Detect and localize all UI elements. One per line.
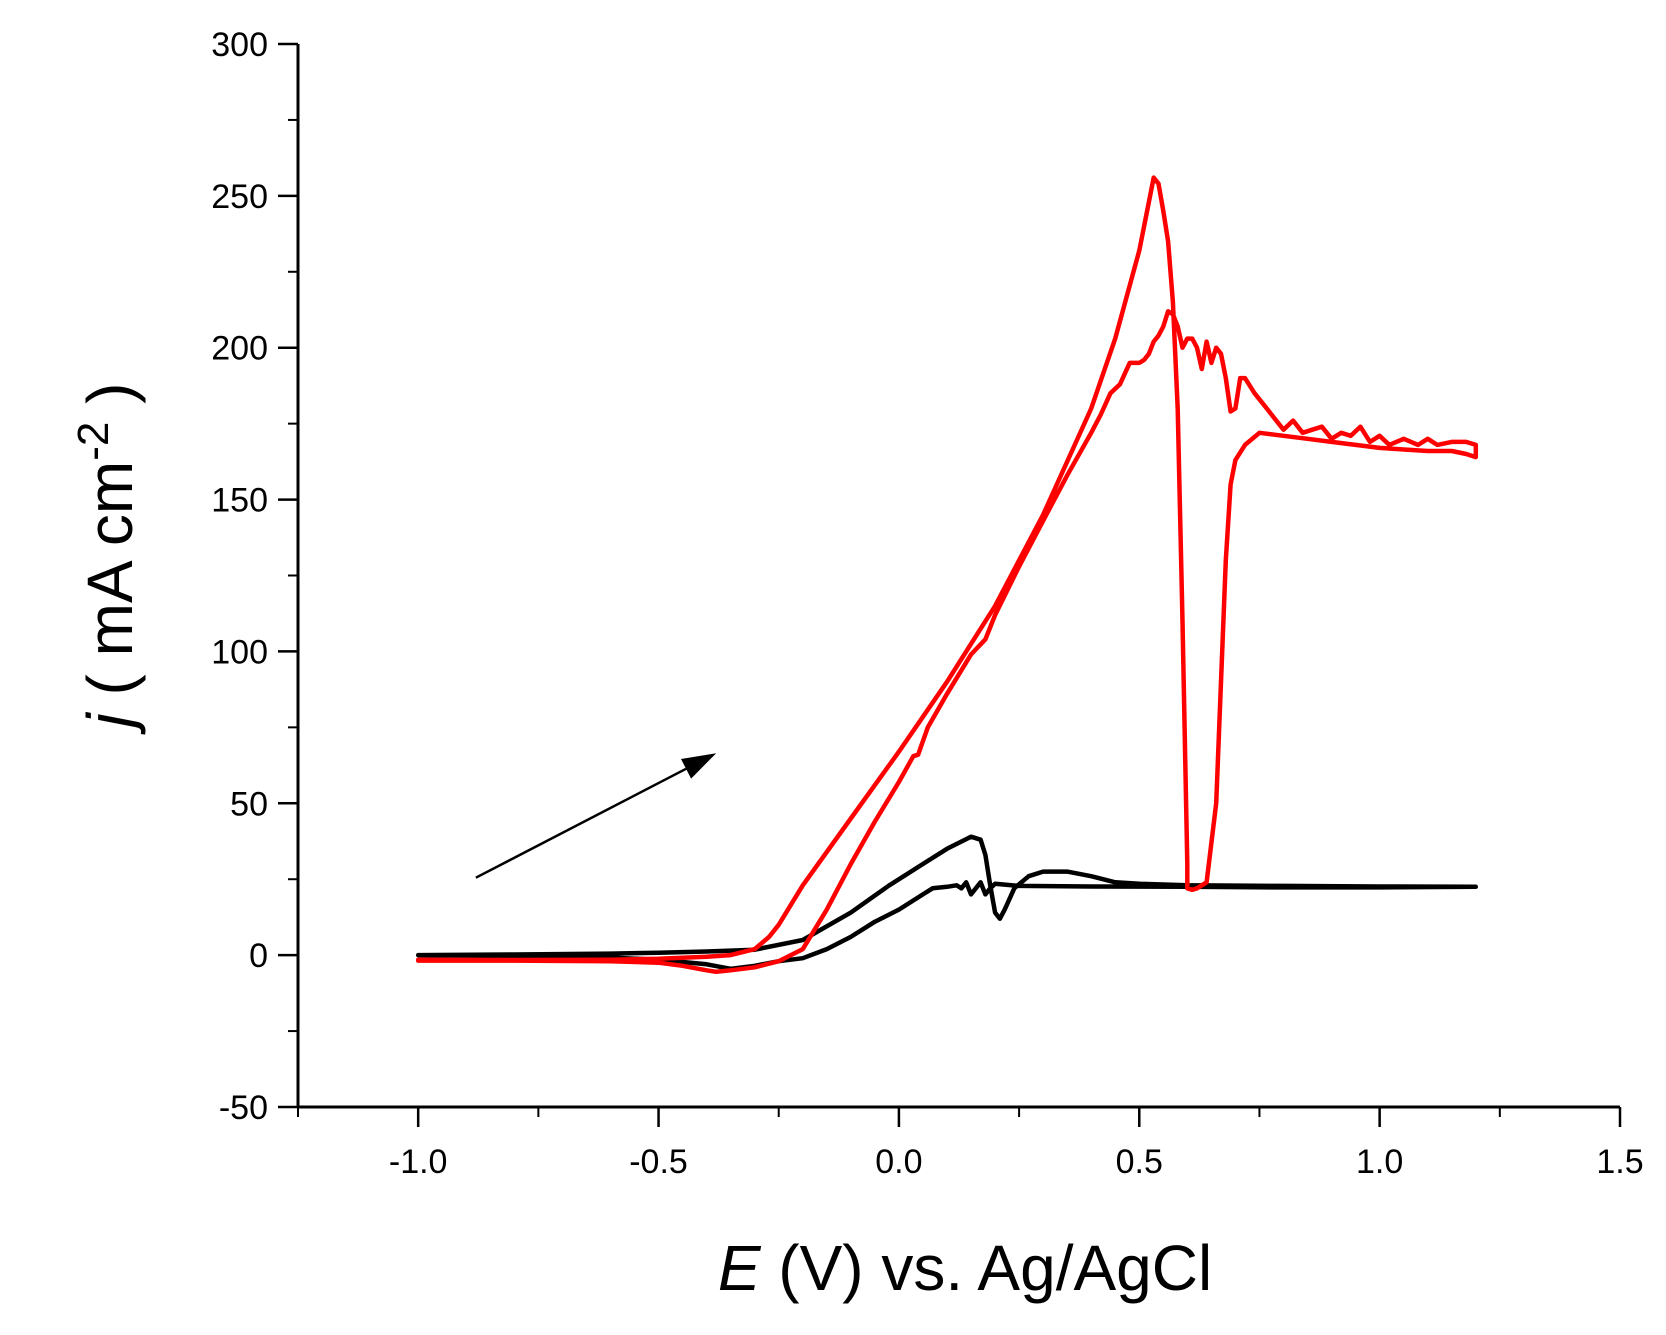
axis-ticks bbox=[278, 42, 1622, 1127]
x-tick-label: -0.5 bbox=[629, 1143, 688, 1181]
x-tick-label: 1.5 bbox=[1596, 1143, 1643, 1181]
tick-labels: -50 0 50 100 150 200 250 300 -1.0 -0.5 0.0 0.5 1.0 1.… bbox=[211, 26, 1643, 1181]
y-tick-label: 150 bbox=[211, 482, 268, 520]
scan-direction-arrow-head bbox=[681, 753, 717, 779]
x-tick-label: 0.5 bbox=[1116, 1143, 1163, 1181]
x-tick-label: 0.0 bbox=[875, 1143, 922, 1181]
plot-axes bbox=[296, 44, 1620, 1109]
x-tick-label: 1.0 bbox=[1356, 1143, 1403, 1181]
scan-direction-arrow-shaft bbox=[475, 767, 687, 879]
y-tick-label: -50 bbox=[219, 1089, 268, 1127]
x-axis-title: E (V) vs. Ag/AgCl bbox=[718, 1232, 1212, 1304]
y-tick-label: 0 bbox=[249, 937, 268, 975]
y-axis-title: j ( mA cm-2 ) bbox=[69, 383, 147, 736]
y-tick-label: 200 bbox=[211, 330, 268, 368]
x-tick-label: -1.0 bbox=[389, 1143, 448, 1181]
y-tick-label: 50 bbox=[230, 785, 268, 823]
y-tick-label: 100 bbox=[211, 633, 268, 671]
y-tick-label: 250 bbox=[211, 178, 268, 216]
series-line-1 bbox=[415, 175, 1479, 975]
annotation-layer bbox=[475, 753, 717, 879]
series-line-0 bbox=[415, 834, 1479, 972]
series-layer bbox=[415, 175, 1479, 975]
y-tick-label: 300 bbox=[211, 26, 268, 64]
